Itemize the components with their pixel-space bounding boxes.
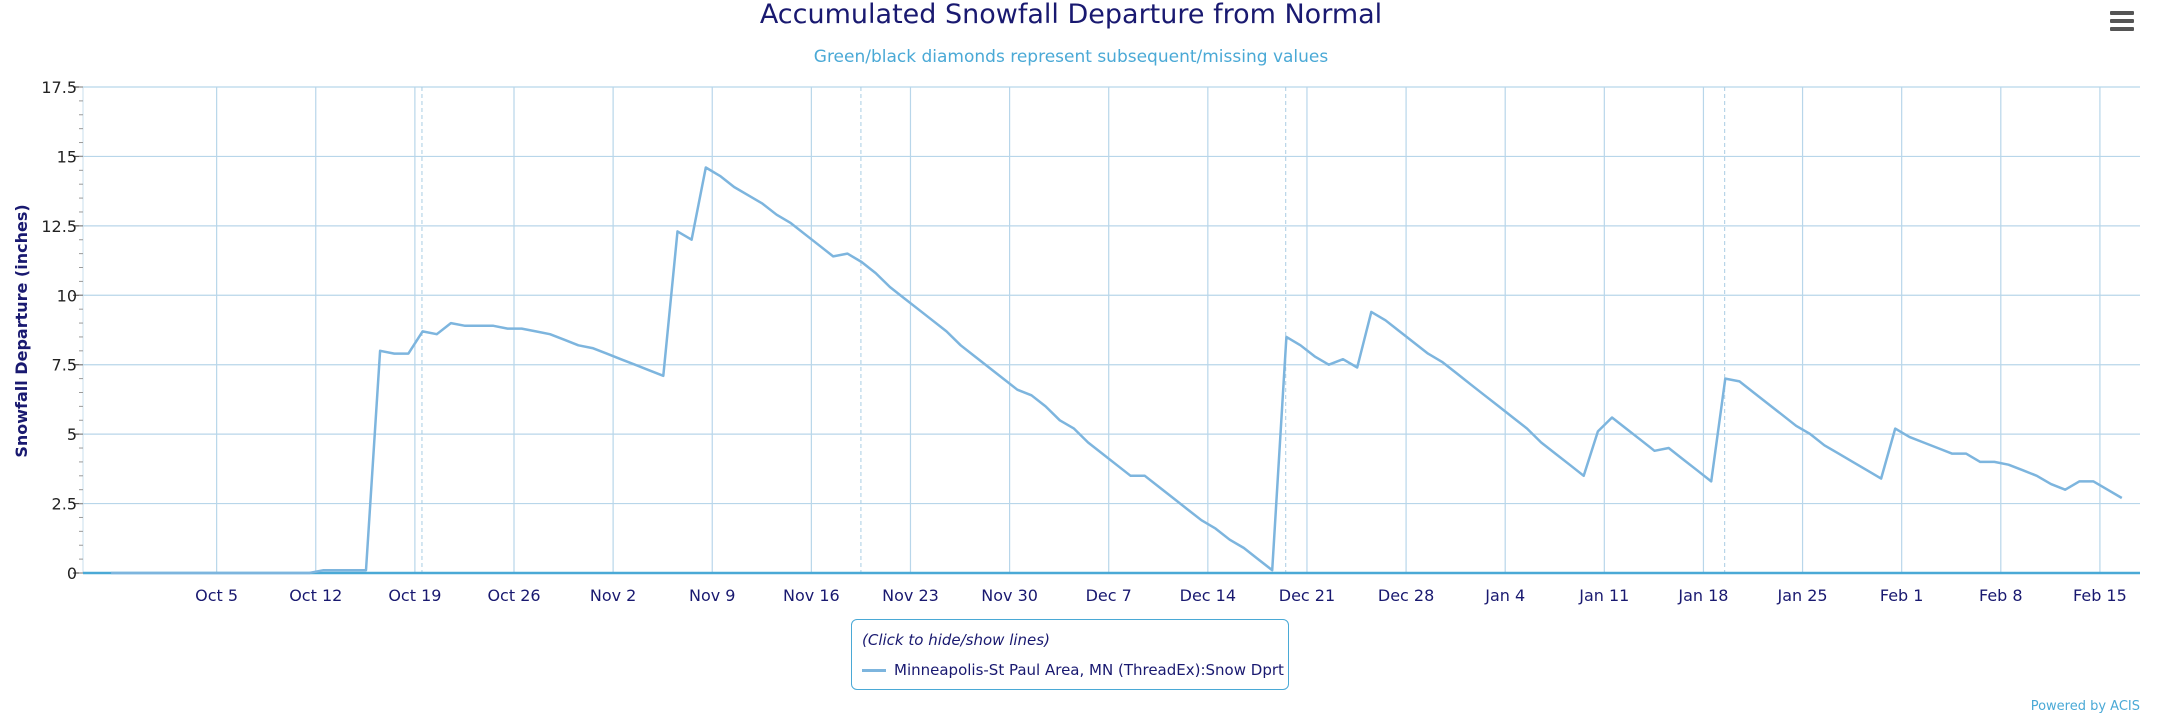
x-axis-ticks: Oct 5 Oct 12 Oct 19 Oct 26 Nov 2 Nov 9 Nov 16 N… xyxy=(195,586,2127,605)
x-tick-label: Jan 4 xyxy=(1484,586,1525,605)
x-tick-label: Dec 14 xyxy=(1180,586,1236,605)
legend-hint: (Click to hide/show lines) xyxy=(862,631,1050,649)
y-tick-label: 2.5 xyxy=(52,495,77,514)
x-tick-label: Nov 2 xyxy=(590,586,637,605)
x-tick-label: Feb 1 xyxy=(1880,586,1924,605)
legend-line-swatch xyxy=(862,668,886,672)
chart-title: Accumulated Snowfall Departure from Norm… xyxy=(760,0,1382,30)
x-tick-label: Feb 8 xyxy=(1979,586,2023,605)
x-tick-label: Dec 21 xyxy=(1279,586,1335,605)
y-tick-label: 12.5 xyxy=(41,217,77,236)
grid-lines xyxy=(82,86,2140,574)
legend-item-series[interactable]: Minneapolis-St Paul Area, MN (ThreadEx):… xyxy=(862,661,1284,679)
x-tick-label: Jan 18 xyxy=(1677,586,1728,605)
chart-menu-button[interactable] xyxy=(2106,6,2140,36)
y-axis-label: Snowfall Departure (inches) xyxy=(12,204,31,457)
series-line[interactable] xyxy=(111,166,2123,575)
x-tick-label: Nov 16 xyxy=(783,586,840,605)
legend: (Click to hide/show lines) Minneapolis-S… xyxy=(851,619,1289,690)
x-tick-label: Feb 15 xyxy=(2073,586,2127,605)
series-layer[interactable] xyxy=(111,166,2123,575)
x-tick-label: Oct 5 xyxy=(195,586,238,605)
x-tick-label: Dec 7 xyxy=(1086,586,1132,605)
chart-subtitle: Green/black diamonds represent subsequen… xyxy=(814,47,1329,67)
x-tick-label: Nov 9 xyxy=(689,586,736,605)
y-tick-label: 0 xyxy=(67,564,77,583)
credits-link[interactable]: Powered by ACIS xyxy=(2031,699,2140,714)
y-axis-ticks: 0 2.5 5 7.5 10 12.5 15 17.5 xyxy=(41,78,83,583)
x-tick-label: Dec 28 xyxy=(1378,586,1434,605)
y-tick-label: 15 xyxy=(57,147,77,166)
x-tick-label: Jan 25 xyxy=(1777,586,1828,605)
x-tick-label: Oct 19 xyxy=(388,586,441,605)
y-tick-label: 17.5 xyxy=(41,78,77,97)
x-tick-label: Nov 30 xyxy=(981,586,1038,605)
legend-series-label: Minneapolis-St Paul Area, MN (ThreadEx):… xyxy=(894,661,1284,679)
x-tick-label: Oct 12 xyxy=(289,586,342,605)
y-tick-label: 5 xyxy=(67,425,77,444)
x-tick-label: Jan 11 xyxy=(1578,586,1629,605)
x-tick-label: Nov 23 xyxy=(882,586,939,605)
y-tick-label: 10 xyxy=(57,286,77,305)
x-tick-label: Oct 26 xyxy=(487,586,540,605)
y-tick-label: 7.5 xyxy=(52,356,77,375)
